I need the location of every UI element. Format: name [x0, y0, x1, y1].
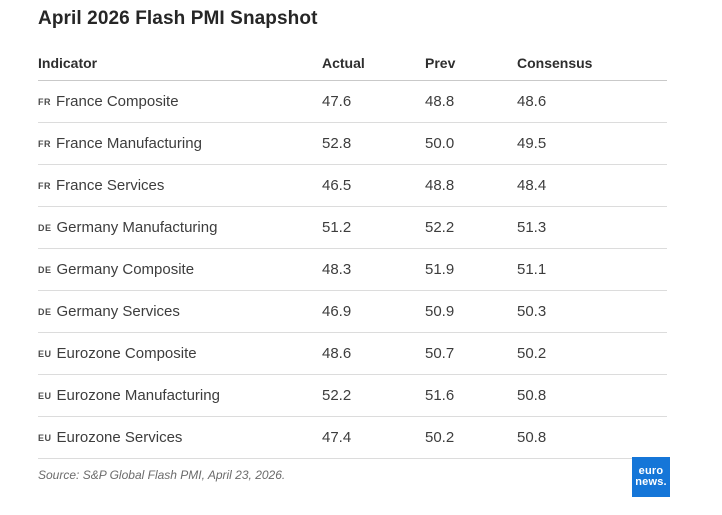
country-code: FR [38, 181, 51, 191]
indicator-cell: DE Germany Services [38, 303, 322, 320]
indicator-cell: EU Eurozone Manufacturing [38, 387, 322, 404]
column-header-actual: Actual [322, 55, 365, 71]
actual-value: 46.9 [322, 303, 352, 320]
indicator-cell: EU Eurozone Composite [38, 345, 322, 362]
table-row: DE Germany Manufacturing 51.2 52.2 51.3 [38, 207, 667, 249]
indicator-label: Eurozone Composite [56, 345, 197, 362]
consensus-value: 50.8 [517, 429, 547, 446]
indicator-label: Germany Composite [56, 261, 195, 278]
indicator-cell: FR France Manufacturing [38, 135, 322, 152]
page-title: April 2026 Flash PMI Snapshot [38, 8, 318, 29]
actual-value: 51.2 [322, 219, 352, 236]
actual-value: 48.3 [322, 261, 352, 278]
table-row: EU Eurozone Services 47.4 50.2 50.8 [38, 417, 667, 459]
indicator-label: France Manufacturing [56, 135, 202, 152]
consensus-value: 50.2 [517, 345, 547, 362]
actual-value: 52.8 [322, 135, 352, 152]
indicator-cell: DE Germany Manufacturing [38, 219, 322, 236]
prev-value: 52.2 [425, 219, 455, 236]
prev-value: 51.6 [425, 387, 455, 404]
table-header-row: Indicator Actual Prev Consensus [38, 46, 667, 81]
indicator-cell: DE Germany Composite [38, 261, 322, 278]
country-code: DE [38, 307, 52, 317]
column-header-indicator: Indicator [38, 55, 98, 71]
prev-value: 48.8 [425, 93, 455, 110]
table-row: DE Germany Services 46.9 50.9 50.3 [38, 291, 667, 333]
consensus-value: 49.5 [517, 135, 547, 152]
actual-value: 52.2 [322, 387, 352, 404]
country-code: DE [38, 223, 52, 233]
indicator-cell: FR France Services [38, 177, 322, 194]
indicator-label: France Composite [56, 93, 179, 110]
prev-value: 50.0 [425, 135, 455, 152]
euronews-logo-line2: news. [635, 476, 667, 488]
prev-value: 50.7 [425, 345, 455, 362]
indicator-label: France Services [56, 177, 165, 194]
consensus-value: 48.4 [517, 177, 547, 194]
actual-value: 47.4 [322, 429, 352, 446]
column-header-consensus: Consensus [517, 55, 593, 71]
table-row: FR France Services 46.5 48.8 48.4 [38, 165, 667, 207]
euronews-logo: euro news. [632, 457, 670, 497]
column-header-prev: Prev [425, 55, 456, 71]
indicator-label: Eurozone Manufacturing [56, 387, 220, 404]
indicator-cell: EU Eurozone Services [38, 429, 322, 446]
source-attribution: Source: S&P Global Flash PMI, April 23, … [38, 468, 286, 482]
consensus-value: 50.8 [517, 387, 547, 404]
table-row: FR France Manufacturing 52.8 50.0 49.5 [38, 123, 667, 165]
actual-value: 47.6 [322, 93, 352, 110]
country-code: FR [38, 97, 51, 107]
indicator-label: Germany Services [56, 303, 180, 320]
country-code: EU [38, 349, 52, 359]
country-code: EU [38, 433, 52, 443]
table-row: DE Germany Composite 48.3 51.9 51.1 [38, 249, 667, 291]
country-code: FR [38, 139, 51, 149]
euronews-logo-line1: euro [638, 465, 664, 477]
indicator-cell: FR France Composite [38, 93, 322, 110]
table-row: EU Eurozone Composite 48.6 50.7 50.2 [38, 333, 667, 375]
actual-value: 48.6 [322, 345, 352, 362]
consensus-value: 51.1 [517, 261, 547, 278]
consensus-value: 50.3 [517, 303, 547, 320]
prev-value: 51.9 [425, 261, 455, 278]
indicator-label: Eurozone Services [56, 429, 183, 446]
country-code: EU [38, 391, 52, 401]
table-row: FR France Composite 47.6 48.8 48.6 [38, 81, 667, 123]
consensus-value: 51.3 [517, 219, 547, 236]
prev-value: 50.9 [425, 303, 455, 320]
pmi-table: Indicator Actual Prev Consensus FR France… [38, 46, 667, 459]
prev-value: 48.8 [425, 177, 455, 194]
prev-value: 50.2 [425, 429, 455, 446]
table-row: EU Eurozone Manufacturing 52.2 51.6 50.8 [38, 375, 667, 417]
country-code: DE [38, 265, 52, 275]
consensus-value: 48.6 [517, 93, 547, 110]
indicator-label: Germany Manufacturing [56, 219, 218, 236]
actual-value: 46.5 [322, 177, 352, 194]
